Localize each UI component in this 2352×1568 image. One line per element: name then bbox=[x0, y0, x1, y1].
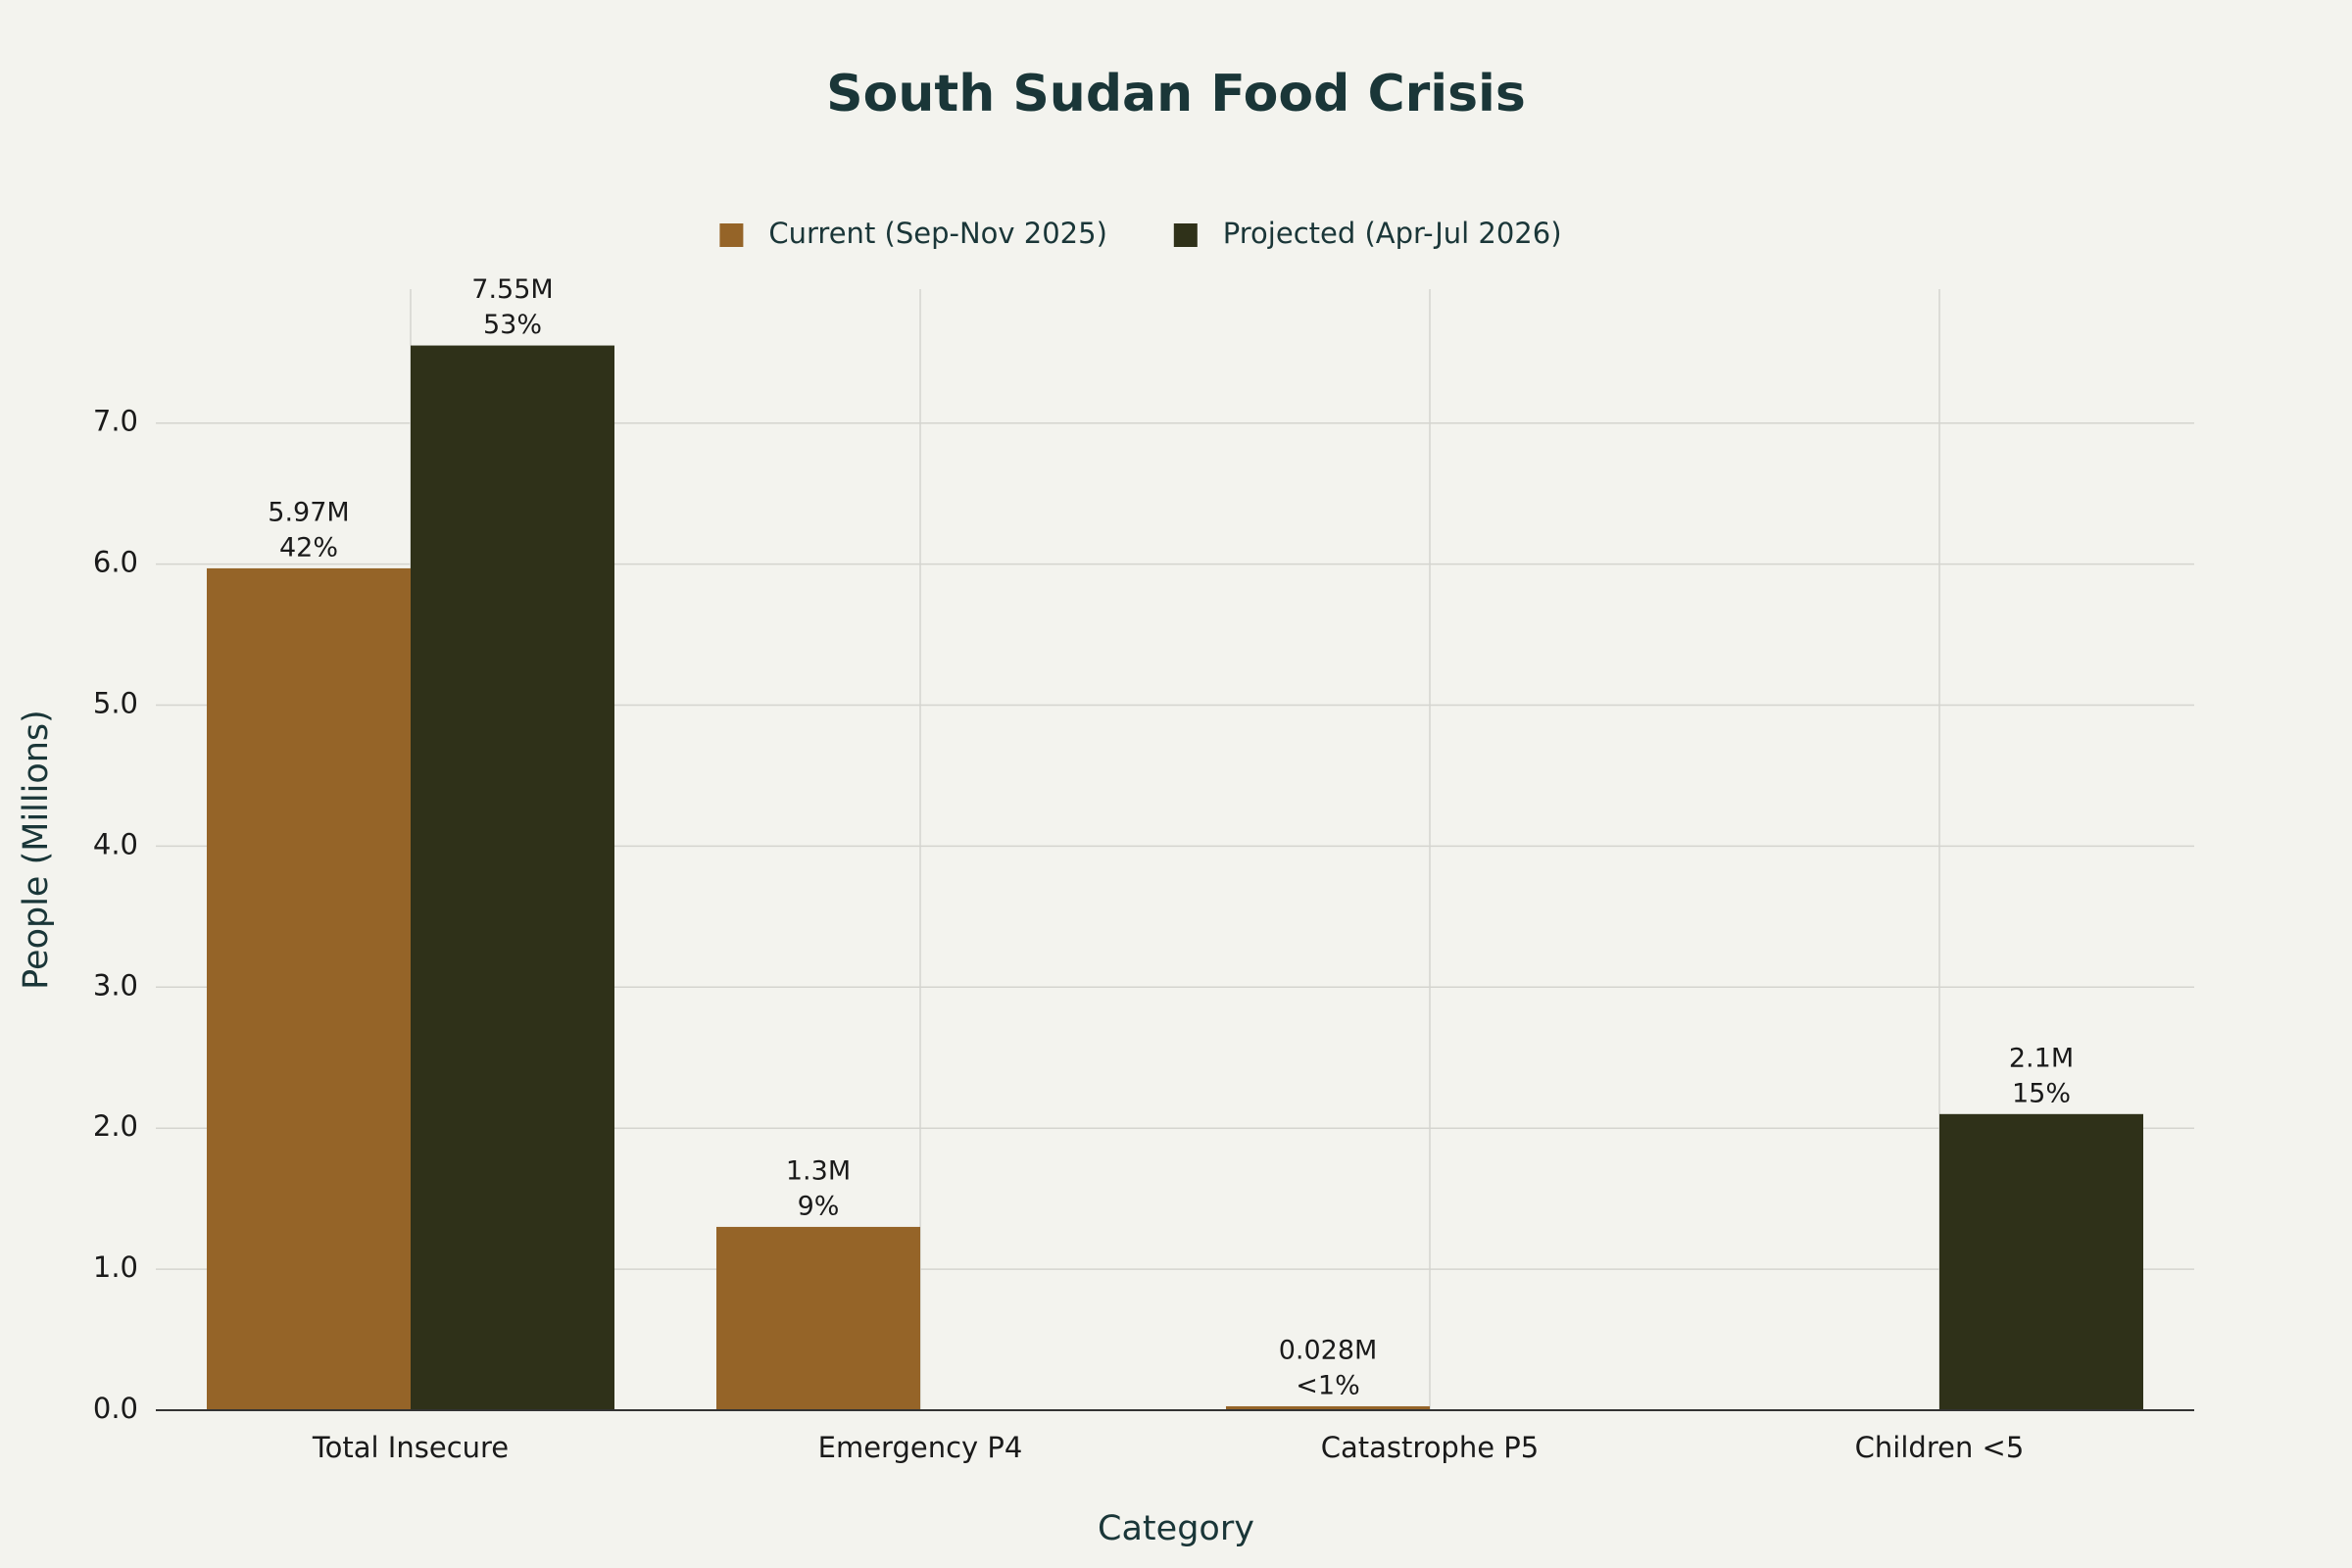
x-axis-title: Category bbox=[1098, 1509, 1254, 1548]
value-label: 5.97M bbox=[268, 497, 349, 527]
y-tick-label: 0.0 bbox=[93, 1392, 138, 1425]
y-tick-label: 5.0 bbox=[93, 687, 138, 720]
bar bbox=[411, 345, 614, 1410]
legend-swatch bbox=[719, 223, 744, 247]
value-label: 15% bbox=[2012, 1078, 2071, 1108]
value-label: <1% bbox=[1296, 1370, 1359, 1400]
x-tick-label: Children <5 bbox=[1855, 1431, 2025, 1464]
x-tick-label: Catastrophe P5 bbox=[1321, 1431, 1539, 1464]
legend-label: Current (Sep-Nov 2025) bbox=[768, 217, 1107, 250]
value-label: 0.028M bbox=[1279, 1335, 1378, 1365]
y-tick-label: 2.0 bbox=[93, 1109, 138, 1143]
value-label: 1.3M bbox=[786, 1155, 851, 1186]
bar bbox=[1226, 1405, 1430, 1410]
y-axis-title: People (Millions) bbox=[17, 710, 56, 990]
y-tick-label: 3.0 bbox=[93, 968, 138, 1002]
x-tick-label: Emergency P4 bbox=[818, 1431, 1023, 1464]
chart-title: South Sudan Food Crisis bbox=[826, 65, 1526, 123]
value-label: 7.55M bbox=[471, 274, 553, 305]
bar bbox=[716, 1226, 920, 1410]
value-label: 53% bbox=[483, 310, 542, 340]
y-tick-label: 1.0 bbox=[93, 1250, 138, 1284]
x-tick-label: Total Insecure bbox=[312, 1431, 509, 1464]
y-tick-label: 6.0 bbox=[93, 546, 138, 579]
bar bbox=[207, 567, 411, 1410]
value-label: 42% bbox=[279, 532, 338, 563]
legend-label: Projected (Apr-Jul 2026) bbox=[1223, 217, 1562, 250]
value-label: 2.1M bbox=[2009, 1043, 2074, 1073]
y-tick-label: 4.0 bbox=[93, 827, 138, 860]
value-label: 9% bbox=[798, 1191, 840, 1221]
bar bbox=[1939, 1113, 2143, 1410]
legend-swatch bbox=[1173, 223, 1198, 247]
y-tick-label: 7.0 bbox=[93, 405, 138, 438]
